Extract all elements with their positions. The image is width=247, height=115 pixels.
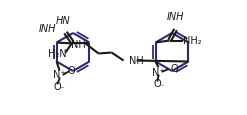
Text: ⁻: ⁻ — [159, 81, 164, 90]
Text: INH: INH — [39, 23, 57, 33]
Text: ⁻: ⁻ — [59, 84, 64, 93]
Text: O: O — [54, 82, 61, 92]
Text: N⁺: N⁺ — [53, 70, 66, 80]
Text: H₂N: H₂N — [48, 49, 67, 59]
Text: NH₂: NH₂ — [183, 36, 202, 46]
Text: NH: NH — [71, 39, 86, 49]
Text: N⁺: N⁺ — [152, 67, 165, 77]
Text: O: O — [68, 66, 75, 76]
Text: O: O — [154, 79, 161, 89]
Text: HN: HN — [56, 15, 71, 25]
Text: INH: INH — [167, 12, 184, 22]
Text: O⁻: O⁻ — [170, 64, 183, 74]
Text: NH: NH — [128, 56, 143, 66]
